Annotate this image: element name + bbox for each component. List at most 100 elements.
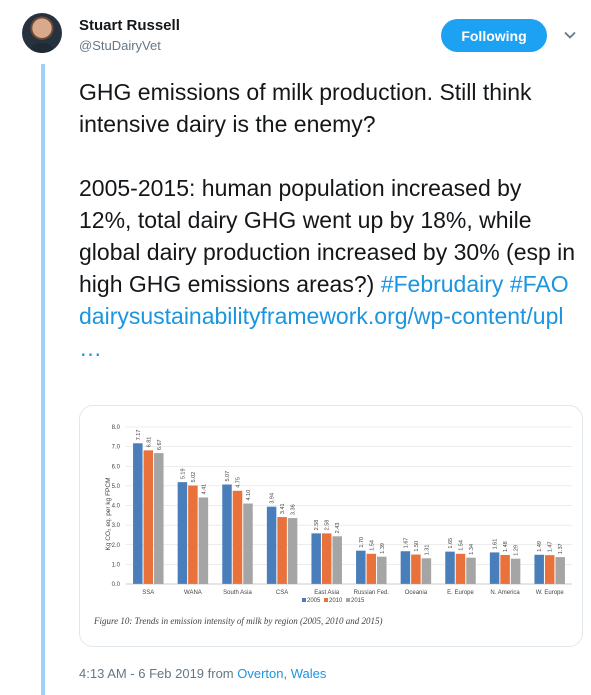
y-axis: 0.0 1.0 2.0 3.0 4.0 5.0 6.0 7.0 8.0 [112,425,121,588]
data-label: 3.36 [291,504,297,515]
y-tick-label: 3.0 [112,523,121,529]
y-axis-label: Kg CO₂ eq. per kg FPCM [105,478,112,551]
data-label: 1.34 [469,544,475,555]
bar-2015 [377,556,387,584]
bar-2010 [321,533,332,584]
bar-2015 [332,536,342,584]
data-label: 1.54 [459,540,465,551]
y-tick-label: 1.0 [112,562,121,568]
hashtag-februdairy[interactable]: #Februdairy [380,271,504,297]
bar-2005 [177,482,188,584]
author-name[interactable]: Stuart Russell [79,17,180,34]
tweet-link[interactable]: dairysustainabilityframework.org/wp-cont… [79,303,564,361]
tweet-body: 2005-2015: human population increased by… [79,175,576,297]
data-label: 1.39 [380,543,386,554]
bar-2015 [421,558,432,584]
bar-2015 [466,557,476,584]
bar-2005 [356,550,366,584]
bar-2015 [555,557,565,584]
data-label: 1.50 [414,541,420,552]
data-label: 1.61 [493,539,499,550]
figure-caption: Figure 10: Trends in emission intensity … [93,616,382,626]
legend-swatch-2010 [324,598,328,602]
data-label: 3.41 [280,503,286,514]
data-label: 4.75 [236,477,242,488]
bar-2010 [455,553,466,584]
data-label: 1.70 [359,537,365,548]
data-label: 2.58 [325,520,331,531]
data-label: 1.49 [537,541,543,552]
data-label: 5.19 [180,468,186,479]
location-link[interactable]: Overton, Wales [237,666,327,681]
bar-2015 [198,497,209,584]
tweet-text: GHG emissions of milk production. Still … [79,76,579,364]
tweet-footer: 4:13 AM - 6 Feb 2019 from Overton, Wales [79,666,326,681]
data-label: 4.41 [201,484,207,495]
x-tick-label: E. Europe [447,590,474,596]
x-tick-label: Oceania [405,590,428,596]
bar-2005 [534,554,544,584]
x-tick-label: N. America [490,590,520,596]
data-label: 2.58 [314,520,320,531]
data-label: 5.07 [225,471,231,482]
data-label: 1.54 [369,540,375,551]
chart-bars: 7.17 6.81 6.67 5.19 5.02 4.41 5.07 4.75 4.10 3.94… [133,430,565,584]
legend-label: 2010 [329,598,343,604]
y-tick-label: 7.0 [112,445,121,451]
bar-2005 [222,484,232,584]
data-label: 2.43 [335,523,341,534]
data-label: 5.02 [191,472,197,483]
x-tick-label: SSA [142,590,154,596]
bar-2005 [133,443,143,584]
chart-legend: 2005 2010 2015 [302,598,365,604]
bar-2015 [154,453,164,584]
bar-2005 [445,551,455,584]
data-label: 3.94 [270,493,276,504]
data-label: 1.29 [514,545,520,556]
data-label: 6.81 [146,437,152,448]
data-label: 1.48 [503,541,509,552]
avatar[interactable] [22,13,62,53]
bar-2010 [277,517,287,584]
hashtag-fao[interactable]: #FAO [509,271,569,297]
x-tick-label: East Asia [314,590,340,596]
timestamp[interactable]: 4:13 AM - 6 Feb 2019 from [79,666,238,681]
y-tick-label: 6.0 [112,464,121,470]
y-tick-label: 2.0 [112,543,121,549]
data-label: 7.17 [136,430,142,441]
tweet-line-2: 2005-2015: human population increased by… [79,172,579,364]
legend-swatch-2005 [302,598,306,602]
thread-line [41,64,45,695]
data-label: 1.37 [558,543,564,554]
legend-swatch-2015 [346,598,350,602]
data-label: 1.31 [424,545,430,556]
data-label: 1.47 [548,541,554,552]
bar-2005 [266,506,277,584]
x-tick-label: CSA [276,590,288,596]
bar-2015 [510,558,521,584]
data-label: 1.67 [403,538,409,549]
y-tick-label: 4.0 [112,504,121,510]
media-card[interactable]: 0.0 1.0 2.0 3.0 4.0 5.0 6.0 7.0 8.0 Kg CO₂ eq. p… [79,405,583,647]
x-axis: SSA WANA South Asia CSA East Asia Russian Fed… [126,583,572,596]
bar-2005 [400,551,411,584]
bar-2010 [411,554,421,584]
bar-2010 [143,450,154,584]
y-tick-label: 5.0 [112,484,121,490]
author-handle[interactable]: @StuDairyVet [79,38,161,53]
data-label: 6.67 [157,439,163,450]
tweet-line-1: GHG emissions of milk production. Still … [79,79,532,137]
x-tick-label: WANA [184,590,202,596]
bar-2010 [232,490,243,584]
bar-2010 [366,553,377,584]
x-tick-label: South Asia [223,590,252,596]
bar-2005 [311,533,321,584]
bar-2010 [544,555,555,584]
y-tick-label: 8.0 [112,425,121,431]
legend-label: 2015 [351,598,365,604]
chevron-down-icon[interactable] [563,28,577,42]
bar-2010 [188,485,198,584]
following-button[interactable]: Following [441,19,547,52]
y-tick-label: 0.0 [112,582,121,588]
x-tick-label: W. Europe [536,590,565,596]
